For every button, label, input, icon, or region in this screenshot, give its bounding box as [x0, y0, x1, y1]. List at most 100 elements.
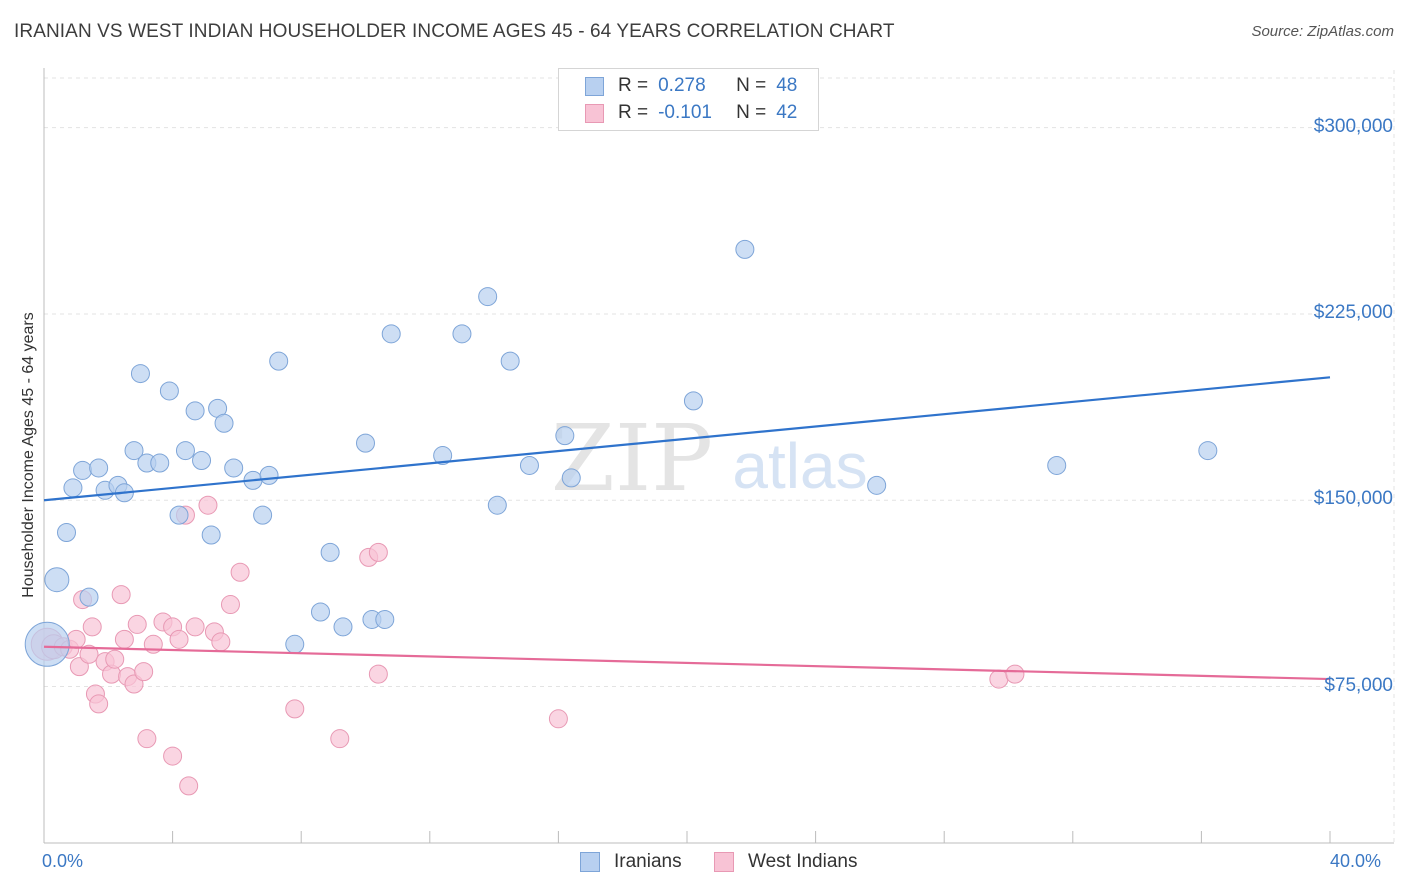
- iranians-point: [500, 351, 520, 371]
- iranians-point: [214, 413, 234, 433]
- iranians-point: [253, 505, 273, 525]
- y-tick-label: $300,000: [1313, 115, 1393, 137]
- x-tick-max: 40.0%: [1330, 851, 1382, 871]
- west-indians-point: [111, 585, 131, 605]
- iranians-point: [452, 324, 472, 344]
- west-indians-point: [134, 662, 154, 682]
- west-indians-point: [220, 595, 240, 615]
- iranians-swatch: [585, 76, 604, 96]
- legend-n-label: N =: [736, 75, 767, 96]
- series-legend-west-indians[interactable]: West Indians: [714, 851, 857, 873]
- iranians-point: [150, 453, 170, 473]
- west-indians-point: [105, 649, 125, 669]
- west-indians-point: [198, 495, 218, 515]
- x-tick-min: 0.0%: [42, 851, 84, 871]
- iranians-legend-label: Iranians: [614, 851, 682, 872]
- iranians-point: [356, 433, 375, 453]
- west-indians-point: [185, 617, 205, 637]
- watermark-atlas: atlas: [732, 430, 867, 502]
- iranians-point: [433, 446, 453, 466]
- west-indians-point: [82, 617, 102, 637]
- iranians-point: [159, 381, 179, 401]
- iranians-point: [555, 426, 575, 446]
- legend-n-value: 42: [776, 102, 798, 123]
- west-indians-point: [79, 644, 99, 664]
- iranians-point: [79, 587, 99, 607]
- west-indians-points: [30, 495, 1025, 796]
- legend-r-value: -0.101: [658, 102, 712, 123]
- iranians-point: [124, 441, 144, 461]
- west-indians-point: [211, 632, 231, 652]
- iranians-point: [63, 478, 83, 498]
- iranians-point: [169, 505, 189, 525]
- legend-r-label: R =: [618, 102, 649, 123]
- iranians-point: [1198, 441, 1218, 461]
- iranians-point: [201, 525, 221, 545]
- iranians-point: [735, 239, 755, 259]
- chart-title: IRANIAN VS WEST INDIAN HOUSEHOLDER INCOM…: [14, 21, 895, 42]
- legend-r-value: 0.278: [658, 75, 706, 96]
- west-indians-point: [230, 562, 250, 582]
- iranians-point: [375, 609, 395, 629]
- iranians-point: [224, 458, 244, 478]
- west-indians-point: [330, 729, 350, 749]
- legend-row-iranians: R = 0.278 N = 48: [585, 73, 797, 99]
- iranians-point: [285, 634, 305, 654]
- iranians-point: [561, 468, 581, 488]
- iranians-point: [310, 602, 330, 622]
- iranians-point: [89, 458, 109, 478]
- correlation-legend: R = 0.278 N = 48 R = -0.101 N = 42: [558, 68, 819, 131]
- legend-r-label: R =: [618, 75, 649, 96]
- iranians-point: [175, 441, 195, 461]
- y-tick-label: $225,000: [1313, 301, 1393, 323]
- legend-n-label: N =: [736, 102, 767, 123]
- y-tick-label: $75,000: [1324, 674, 1393, 696]
- west-indians-point: [169, 629, 189, 649]
- iranians-point: [130, 364, 150, 384]
- west-indians-swatch: [585, 103, 604, 123]
- iranians-trend-line: [43, 376, 1331, 502]
- west-indians-point: [89, 694, 109, 714]
- west-indians-point: [368, 664, 388, 684]
- west-indians-point: [548, 709, 568, 729]
- trend-lines: [43, 376, 1331, 681]
- iranians-point: [867, 475, 887, 495]
- legend-row-west-indians: R = -0.101 N = 42: [585, 100, 797, 126]
- west-indians-point: [989, 669, 1009, 689]
- west-indians-point: [179, 776, 199, 796]
- watermark-zip: ZIP: [551, 405, 713, 512]
- y-tick-label: $150,000: [1313, 488, 1393, 510]
- west-indians-legend-swatch: [714, 852, 734, 872]
- iranians-point: [333, 617, 353, 637]
- iranians-point: [320, 542, 340, 562]
- west-indians-point: [127, 614, 147, 634]
- iranians-point: [259, 465, 279, 485]
- west-indians-point: [163, 746, 183, 766]
- iranians-point: [478, 287, 498, 307]
- axes: [43, 68, 1394, 844]
- west-indians-point: [1005, 664, 1025, 684]
- iranians-point: [57, 523, 77, 543]
- west-indians-point: [285, 699, 305, 719]
- west-indians-point: [137, 729, 157, 749]
- iranians-point: [683, 391, 703, 411]
- west-indians-legend-label: West Indians: [748, 851, 858, 872]
- iranians-point: [519, 455, 539, 475]
- iranians-point: [44, 567, 70, 593]
- iranians-point: [487, 495, 507, 515]
- series-legend-iranians[interactable]: Iranians: [580, 851, 682, 873]
- iranians-legend-swatch: [580, 852, 600, 872]
- iranians-point: [185, 401, 205, 421]
- iranians-point: [1047, 455, 1067, 475]
- iranians-point: [73, 460, 93, 480]
- iranians-point: [192, 451, 212, 470]
- west-indians-point: [368, 542, 388, 562]
- iranians-point: [269, 351, 289, 371]
- gridlines: [44, 70, 1395, 843]
- iranians-point: [381, 324, 401, 344]
- west-indians-trend-line: [43, 645, 1331, 681]
- iranians-point: [24, 621, 70, 667]
- west-indians-point: [114, 629, 134, 649]
- legend-n-value: 48: [776, 75, 798, 96]
